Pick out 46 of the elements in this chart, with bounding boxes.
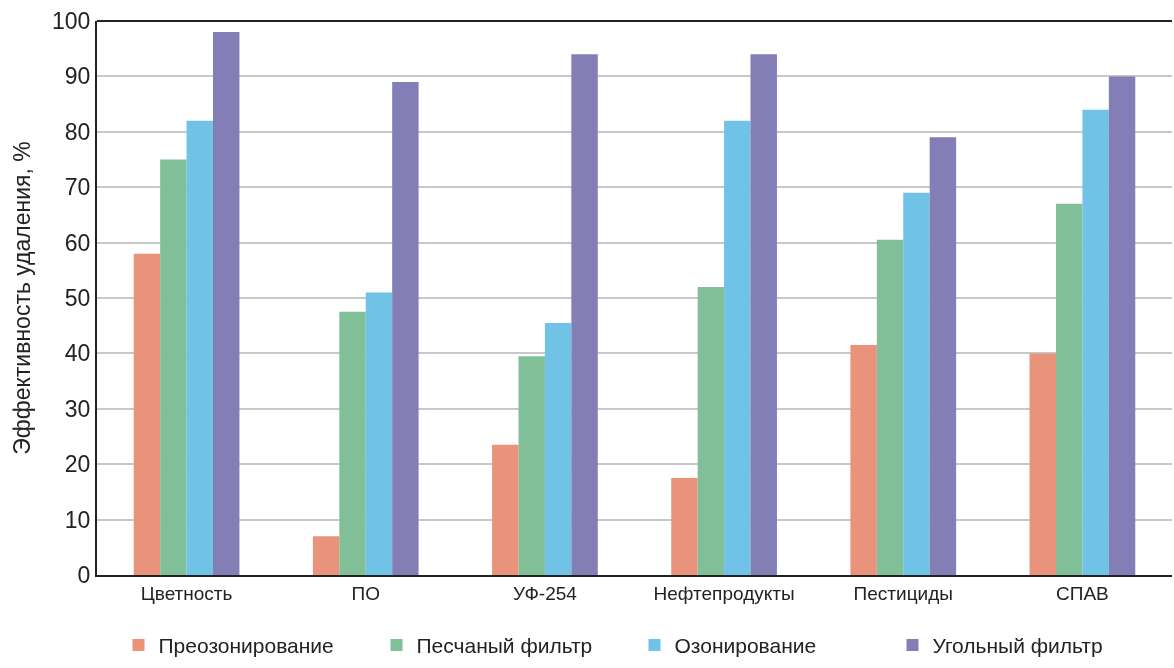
bar	[339, 311, 366, 575]
bar	[929, 137, 957, 575]
bar	[544, 322, 572, 575]
bar	[750, 54, 777, 575]
bar	[160, 159, 187, 575]
bar	[850, 345, 877, 575]
bar	[1029, 353, 1056, 575]
bar	[903, 192, 930, 575]
y-axis-title: Эффективность удаления, %	[8, 141, 35, 455]
bar	[671, 478, 698, 575]
bar	[571, 54, 598, 575]
bar	[312, 536, 340, 575]
y-tick-label: 30	[64, 395, 91, 422]
y-tick-label: 70	[64, 174, 91, 201]
x-tick-label: УФ-254	[512, 582, 578, 604]
y-tick-label: 90	[64, 63, 91, 90]
legend-label: Преозонирование	[158, 634, 334, 658]
bar	[518, 356, 545, 575]
bar	[186, 120, 214, 575]
bar	[1108, 76, 1136, 575]
y-tick-label: 20	[64, 451, 91, 478]
legend-label: Озонирование	[674, 634, 817, 658]
bar	[724, 120, 751, 575]
y-tick-label: 100	[52, 8, 91, 35]
x-tick-label: СПАВ	[1056, 582, 1109, 604]
legend-label: Песчаный фильтр	[416, 634, 593, 658]
y-tick-label: 60	[64, 229, 91, 256]
x-tick-label: ПО	[351, 582, 380, 604]
bar	[697, 286, 725, 575]
y-tick-label: 50	[64, 285, 91, 312]
y-tick-label: 80	[64, 118, 91, 145]
x-tick-label: Пестициды	[853, 582, 953, 604]
y-tick-label: 0	[77, 562, 91, 589]
y-tick-label: 10	[64, 506, 91, 533]
bar	[1082, 109, 1109, 575]
x-tick-label: Цветность	[140, 582, 233, 604]
bar	[133, 253, 161, 575]
y-tick-label: 40	[64, 340, 91, 367]
bar	[492, 444, 519, 575]
bar	[876, 239, 904, 575]
bar	[213, 32, 240, 575]
x-tick-label: Нефтепродукты	[653, 582, 795, 604]
bar	[1055, 203, 1083, 575]
bar	[365, 292, 393, 575]
bar	[392, 81, 419, 575]
legend-label: Угольный фильтр	[932, 634, 1103, 658]
